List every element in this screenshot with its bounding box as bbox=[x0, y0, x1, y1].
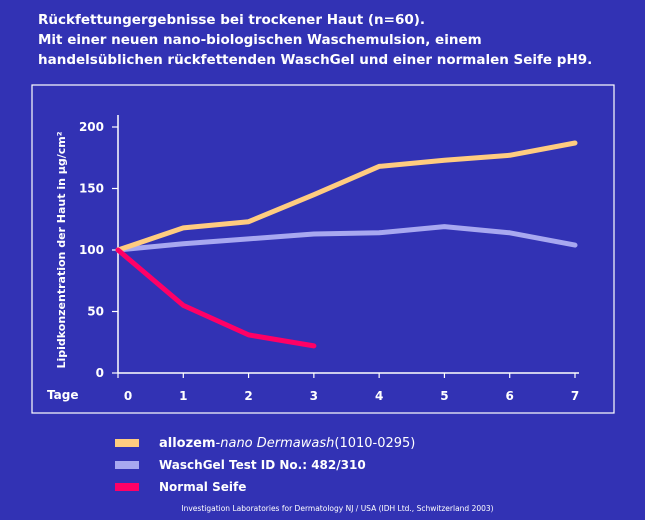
x-tick-label: 6 bbox=[506, 389, 514, 403]
title-line-2: Mit einer neuen nano-biologischen Wasche… bbox=[38, 32, 482, 48]
legend-item-seife: Normal Seife bbox=[115, 476, 415, 498]
footnote-text: Investigation Laboratories for Dermatolo… bbox=[181, 504, 494, 513]
title-line-1: Rückfettungergebnisse bei trockener Haut… bbox=[38, 12, 426, 28]
y-tick-label: 50 bbox=[87, 305, 104, 319]
legend-label-seife: Normal Seife bbox=[159, 480, 247, 494]
series-line-0 bbox=[115, 140, 578, 253]
legend-label-allozem-italic: -nano Dermawash bbox=[215, 435, 335, 451]
legend-label-allozem-bold: allozem bbox=[159, 435, 216, 451]
legend-swatch-seife bbox=[115, 483, 139, 491]
series-line-2 bbox=[115, 247, 317, 349]
plot-frame bbox=[31, 84, 615, 414]
x-axis-label: Tage bbox=[47, 388, 78, 402]
y-tick-label: 100 bbox=[79, 243, 104, 257]
series-line-1 bbox=[115, 224, 578, 253]
legend-item-waschgel: WaschGel Test ID No.: 482/310 bbox=[115, 454, 415, 476]
legend: allozem -nano Dermawash (1010-0295) Wasc… bbox=[115, 432, 415, 498]
title-line-3: handelsüblichen rückfettenden WaschGel u… bbox=[38, 52, 593, 68]
y-axis-label: Lipidkonzentration der Haut in µg/cm² bbox=[55, 131, 68, 368]
y-tick-label: 150 bbox=[79, 182, 104, 196]
axes: 0 50 100 150 200 0 1 2 3 4 5 6 7 bbox=[79, 115, 579, 403]
footnote: Investigation Laboratories for Dermatolo… bbox=[0, 504, 645, 513]
legend-swatch-allozem bbox=[115, 439, 139, 447]
x-tick-label: 4 bbox=[375, 389, 383, 403]
legend-swatch-waschgel bbox=[115, 461, 139, 469]
x-tick-label: 2 bbox=[244, 389, 252, 403]
x-tick-label: 7 bbox=[571, 389, 579, 403]
x-tick-label: 1 bbox=[179, 389, 187, 403]
y-tick-label: 0 bbox=[96, 366, 104, 380]
x-tick-label: 5 bbox=[440, 389, 448, 403]
y-tick-label: 200 bbox=[79, 120, 104, 134]
x-tick-label: 3 bbox=[310, 389, 318, 403]
x-tick-label: 0 bbox=[124, 389, 132, 403]
series-layer bbox=[115, 140, 578, 349]
legend-label-waschgel: WaschGel Test ID No.: 482/310 bbox=[159, 458, 366, 472]
legend-item-allozem: allozem -nano Dermawash (1010-0295) bbox=[115, 432, 415, 454]
chart-title: Rückfettungergebnisse bei trockener Haut… bbox=[38, 10, 638, 70]
legend-label-allozem-code: (1010-0295) bbox=[334, 435, 416, 451]
